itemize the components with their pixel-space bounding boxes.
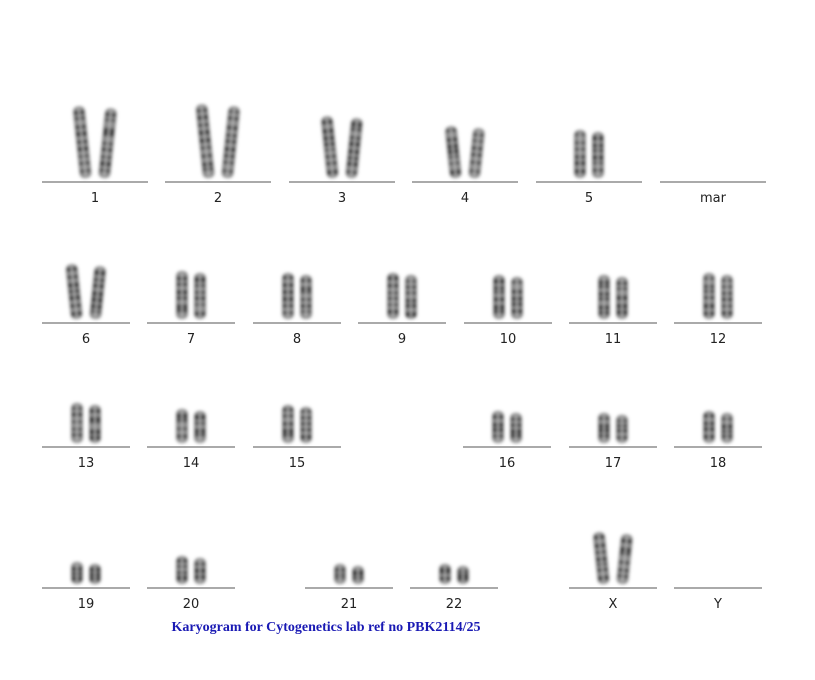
chromosome-label: 10 bbox=[500, 332, 517, 347]
chromosome-label: 16 bbox=[499, 456, 516, 471]
split bbox=[103, 110, 112, 177]
chromosome bbox=[492, 411, 504, 443]
chromosome-label: 18 bbox=[710, 456, 727, 471]
split bbox=[598, 534, 605, 583]
chromosome bbox=[194, 411, 206, 443]
chromosome bbox=[89, 564, 101, 584]
chromosome bbox=[194, 558, 206, 584]
split bbox=[78, 108, 87, 177]
chromosome bbox=[721, 275, 733, 319]
split bbox=[450, 128, 457, 177]
chromosome bbox=[703, 411, 715, 443]
chromosome bbox=[334, 564, 346, 584]
chromosome bbox=[493, 275, 505, 319]
chromosome-label: 5 bbox=[585, 191, 593, 206]
chromosome bbox=[352, 566, 364, 584]
chromosome-label: 4 bbox=[461, 191, 469, 206]
chromosome bbox=[511, 277, 523, 319]
chromosome bbox=[282, 405, 294, 443]
chromosome bbox=[300, 275, 312, 319]
chromosome bbox=[598, 413, 610, 443]
chromosome-label: 13 bbox=[78, 456, 95, 471]
chromosome bbox=[65, 264, 83, 320]
chromosome-label: 7 bbox=[187, 332, 195, 347]
chromosome bbox=[71, 403, 83, 443]
chromosome bbox=[592, 132, 604, 178]
chromosome bbox=[73, 106, 92, 179]
split bbox=[473, 130, 480, 177]
split bbox=[326, 118, 334, 177]
chromosome bbox=[445, 126, 462, 179]
chromosome bbox=[282, 273, 294, 319]
split bbox=[94, 268, 101, 318]
chromosome bbox=[194, 273, 206, 319]
chromosome-label: 19 bbox=[78, 597, 95, 612]
chromosome-label: 1 bbox=[91, 191, 99, 206]
chromosome-label: 12 bbox=[710, 332, 727, 347]
chromosome bbox=[510, 413, 522, 443]
chromosome-label: 6 bbox=[82, 332, 90, 347]
chromosome bbox=[71, 562, 83, 584]
chromosome bbox=[598, 275, 610, 319]
chromosome-label: X bbox=[609, 597, 618, 612]
chromosome bbox=[439, 564, 451, 584]
chromosome bbox=[89, 266, 107, 320]
chromosome bbox=[345, 118, 363, 179]
chromosome bbox=[405, 275, 417, 319]
chromosome bbox=[176, 271, 188, 319]
chromosome-label: Y bbox=[713, 597, 722, 612]
chromosome bbox=[89, 405, 101, 443]
chromosome bbox=[703, 273, 715, 319]
split bbox=[621, 536, 628, 583]
chromosome-label: 9 bbox=[398, 332, 406, 347]
chromosome bbox=[616, 277, 628, 319]
chromosome bbox=[593, 532, 610, 585]
chromosome bbox=[321, 116, 339, 179]
chromosome-label: 8 bbox=[293, 332, 301, 347]
chromosome-label: 22 bbox=[446, 597, 463, 612]
split bbox=[70, 266, 78, 318]
chromosome bbox=[387, 273, 399, 319]
chromosome bbox=[616, 534, 633, 585]
chromosome bbox=[300, 407, 312, 443]
chromosome-label: 2 bbox=[214, 191, 222, 206]
chromosome bbox=[176, 556, 188, 584]
chromosome bbox=[195, 104, 215, 179]
chromosome-label: 3 bbox=[338, 191, 346, 206]
split bbox=[200, 106, 210, 177]
chromosome-label: 11 bbox=[605, 332, 622, 347]
chromosome-label: 20 bbox=[183, 597, 200, 612]
chromosome bbox=[176, 409, 188, 443]
chromosome bbox=[721, 413, 733, 443]
chromosome bbox=[468, 128, 485, 179]
chromosome-label: 21 bbox=[341, 597, 358, 612]
split bbox=[226, 108, 235, 177]
chromosome bbox=[221, 106, 240, 179]
chromosome-label: 14 bbox=[183, 456, 200, 471]
chromosome bbox=[457, 566, 469, 584]
split bbox=[350, 120, 358, 177]
chromosome bbox=[616, 415, 628, 443]
chromosome-label: 17 bbox=[605, 456, 622, 471]
chromosome bbox=[574, 130, 586, 178]
chromosome bbox=[98, 108, 117, 179]
chromosome-label: mar bbox=[700, 191, 727, 206]
chromosome-label: 15 bbox=[289, 456, 306, 471]
caption: Karyogram for Cytogenetics lab ref no PB… bbox=[172, 620, 481, 635]
